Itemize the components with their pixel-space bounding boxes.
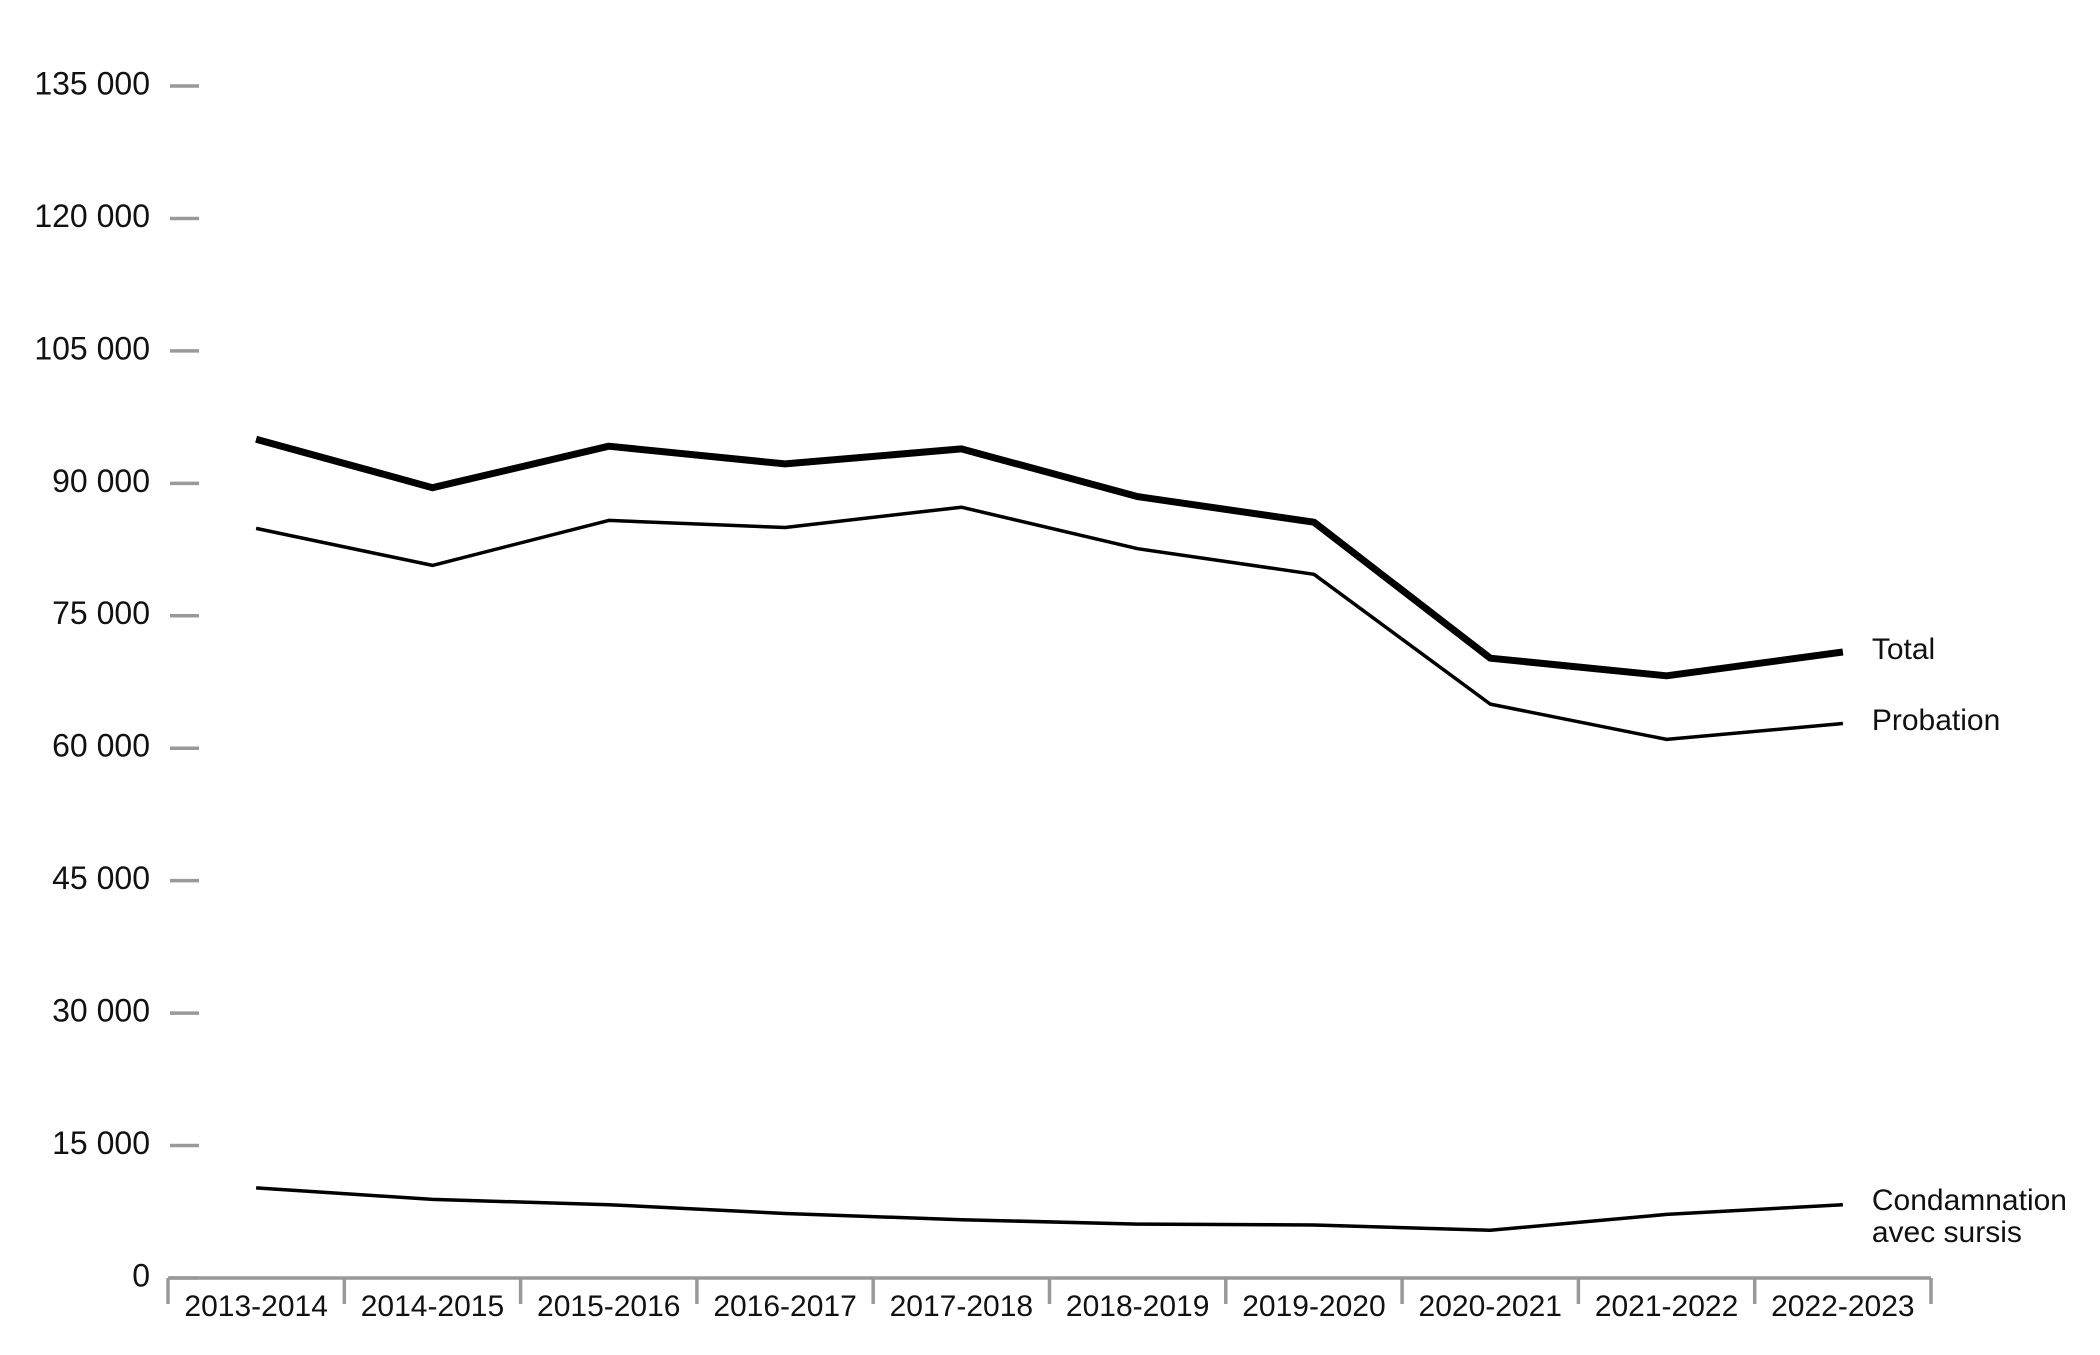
x-tick-label: 2015-2016	[537, 1290, 680, 1323]
x-tick-label: 2016-2017	[713, 1290, 856, 1323]
x-tick-label: 2018-2019	[1066, 1290, 1209, 1323]
y-tick-label: 45 000	[52, 860, 150, 896]
series-label: Total	[1871, 632, 1936, 666]
y-tick-label: 15 000	[52, 1125, 150, 1161]
x-tick-label: 2021-2022	[1595, 1290, 1738, 1323]
y-tick-label: 105 000	[34, 330, 150, 366]
y-tick-label: 30 000	[52, 993, 150, 1029]
series-line	[255, 435, 1844, 680]
y-tick-label: 120 000	[34, 198, 150, 234]
x-tick-label: 2017-2018	[890, 1290, 1033, 1323]
x-tick-label: 2014-2015	[361, 1290, 504, 1323]
series-label: Condamnation avec sursis	[1871, 1183, 2067, 1249]
y-tick-label: 60 000	[52, 728, 150, 764]
x-tick-label: 2019-2020	[1242, 1290, 1385, 1323]
x-tick-label: 2020-2021	[1419, 1290, 1562, 1323]
series-label: Probation	[1871, 704, 2001, 738]
y-tick-label: 90 000	[52, 463, 150, 499]
y-tick-label: 75 000	[52, 595, 150, 631]
y-tick-label: 135 000	[34, 65, 150, 101]
series-line	[255, 1186, 1843, 1233]
x-tick-label: 2022-2023	[1771, 1290, 1914, 1323]
x-tick-label: 2013-2014	[184, 1290, 327, 1323]
y-tick-label: 0	[132, 1257, 150, 1293]
series-line	[255, 505, 1844, 742]
